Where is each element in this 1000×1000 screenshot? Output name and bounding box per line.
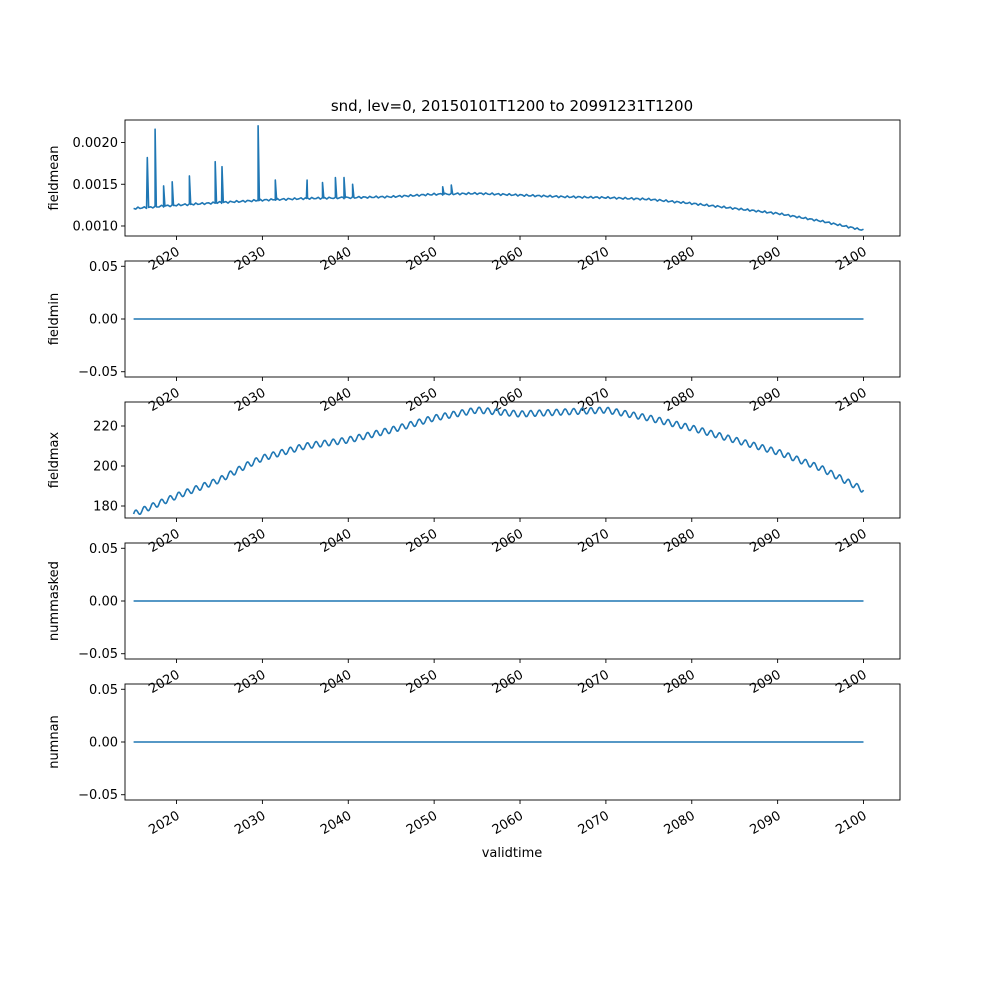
x-tick-label: 2030	[232, 385, 268, 415]
x-tick-label: 2050	[404, 385, 440, 415]
y-tick-label: 0.05	[89, 260, 118, 275]
y-axis-label-fieldmin: fieldmin	[47, 293, 62, 346]
panel-fieldmax: 180 200 220 fieldmax 2020 2030 2040 2050 2060 207…	[47, 401, 901, 556]
y-tick-label: 0.0015	[73, 178, 119, 193]
x-tick-label: 2100	[833, 385, 869, 415]
x-tick-label: 2020	[146, 385, 182, 415]
series-line-fieldmax	[132, 406, 865, 516]
panel-numnan: −0.05 0.00 0.05 numnan 2020 2030 2040 2050 2060 2…	[47, 683, 901, 838]
y-tick-label: 0.00	[89, 313, 118, 328]
y-axis-label-numnan: numnan	[47, 715, 62, 769]
x-tick-label: 2090	[747, 808, 783, 838]
x-tick-label: 2050	[404, 244, 440, 274]
x-tick-label: 2090	[747, 385, 783, 415]
y-tick-label: 0.05	[89, 542, 118, 557]
y-axis-label-fieldmean: fieldmean	[47, 146, 62, 211]
y-tick-label: 200	[93, 460, 118, 475]
axes-frame-fieldmean	[124, 119, 901, 237]
x-tick-label: 2090	[747, 667, 783, 697]
y-axis-label-nummasked: nummasked	[47, 561, 62, 641]
x-tick-label: 2100	[833, 526, 869, 556]
x-tick-label: 2100	[833, 244, 869, 274]
y-tick-label: 0.00	[89, 595, 118, 610]
x-tick-label: 2070	[576, 526, 612, 556]
x-tick-label: 2100	[833, 808, 869, 838]
x-tick-label: 2080	[662, 526, 698, 556]
x-tick-label: 2050	[404, 526, 440, 556]
x-tick-label: 2090	[747, 526, 783, 556]
x-tick-label: 2040	[318, 808, 354, 838]
panels: 0.0010 0.0015 0.0020 fieldmean 2020 2030 2040 2…	[47, 119, 901, 838]
x-tick-label: 2020	[146, 667, 182, 697]
x-tick-label: 2080	[662, 808, 698, 838]
y-tick-label: 220	[93, 420, 118, 435]
x-tick-label: 2040	[318, 385, 354, 415]
y-tick-label: 180	[93, 500, 118, 515]
x-tick-label: 2020	[146, 244, 182, 274]
x-tick-label: 2030	[232, 808, 268, 838]
series-line-fieldmean	[133, 125, 864, 231]
x-tick-label: 2070	[576, 667, 612, 697]
x-tick-label: 2060	[490, 526, 526, 556]
y-tick-label: −0.05	[78, 647, 118, 662]
y-tick-label: 0.05	[89, 683, 118, 698]
x-tick-label: 2060	[490, 244, 526, 274]
x-tick-label: 2070	[576, 808, 612, 838]
x-tick-label: 2030	[232, 526, 268, 556]
x-tick-label: 2040	[318, 244, 354, 274]
x-tick-label: 2100	[833, 667, 869, 697]
x-tick-label: 2070	[576, 244, 612, 274]
x-tick-label: 2020	[146, 808, 182, 838]
x-tick-label: 2030	[232, 244, 268, 274]
x-tick-label: 2040	[318, 667, 354, 697]
panel-fieldmean: 0.0010 0.0015 0.0020 fieldmean 2020 2030 2040 2…	[47, 119, 901, 274]
y-tick-label: 0.0010	[73, 219, 119, 234]
x-tick-label: 2050	[404, 808, 440, 838]
x-tick-label: 2030	[232, 667, 268, 697]
x-tick-label: 2060	[490, 808, 526, 838]
y-tick-label: −0.05	[78, 788, 118, 803]
x-tick-label: 2080	[662, 244, 698, 274]
x-tick-label: 2080	[662, 667, 698, 697]
x-tick-label: 2080	[662, 385, 698, 415]
y-tick-label: 0.00	[89, 736, 118, 751]
axes-frame-fieldmax	[124, 401, 901, 519]
y-tick-label: 0.0020	[73, 136, 119, 151]
x-tick-label: 2040	[318, 526, 354, 556]
y-axis-label-fieldmax: fieldmax	[47, 432, 62, 489]
chart-title: snd, lev=0, 20150101T1200 to 20991231T12…	[331, 97, 693, 115]
x-tick-label: 2060	[490, 667, 526, 697]
x-tick-label: 2020	[146, 526, 182, 556]
y-tick-label: −0.05	[78, 365, 118, 380]
x-tick-label: 2090	[747, 244, 783, 274]
panel-nummasked: −0.05 0.00 0.05 nummasked 2020 2030 2040 2050 20…	[47, 542, 901, 697]
x-axis-label: validtime	[482, 846, 543, 861]
x-tick-label: 2050	[404, 667, 440, 697]
